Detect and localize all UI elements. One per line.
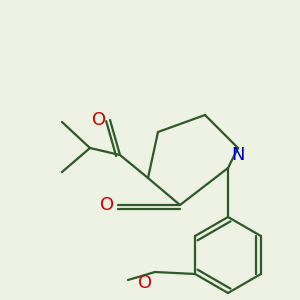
Text: O: O <box>92 111 106 129</box>
Text: O: O <box>100 196 114 214</box>
Text: O: O <box>138 274 152 292</box>
Text: N: N <box>231 146 244 164</box>
